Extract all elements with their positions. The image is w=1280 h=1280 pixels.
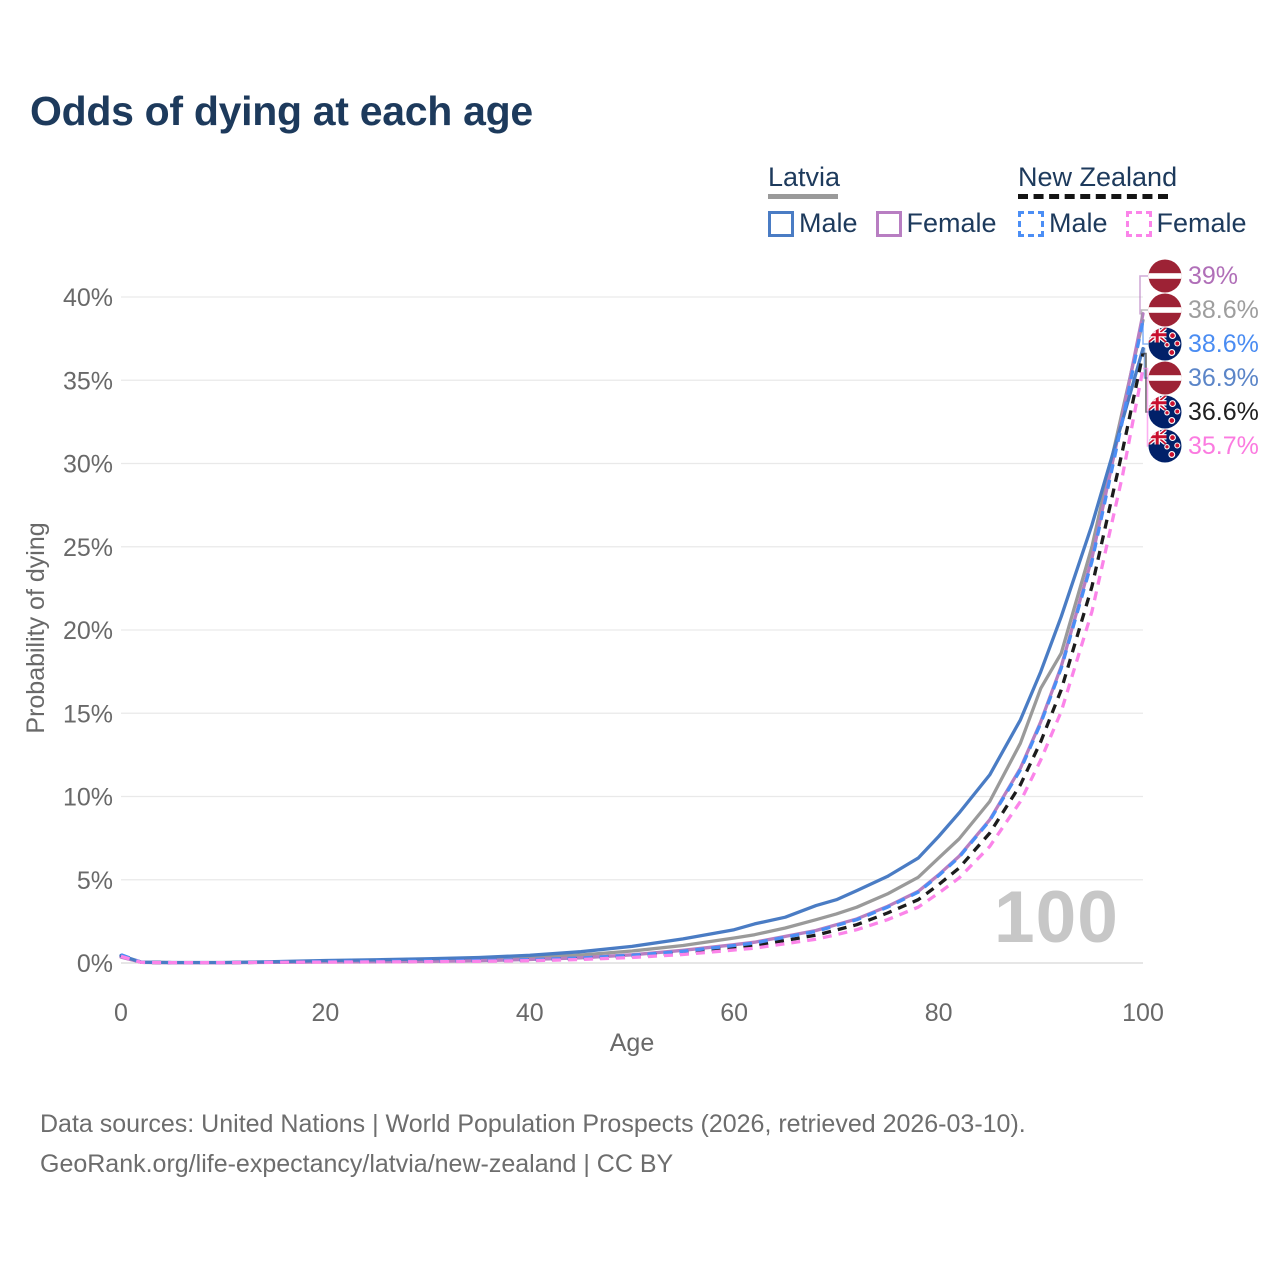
legend-group-latvia-name[interactable]: Latvia (768, 162, 841, 192)
x-tick-label: 100 (1122, 999, 1164, 1027)
x-axis-title: Age (610, 1029, 654, 1057)
new-zealand-flag-icon (1148, 327, 1182, 361)
y-tick-label: 25% (63, 534, 113, 562)
series-line-latvia-female[interactable] (119, 312, 1145, 965)
end-label-value: 36.9% (1188, 363, 1259, 392)
end-label-leader (1139, 275, 1148, 315)
legend-label-latvia-male: Male (799, 208, 858, 238)
x-tick-label: 0 (114, 999, 128, 1027)
x-tick-label: 20 (311, 999, 339, 1027)
new-zealand-flag-icon (1148, 429, 1182, 463)
legend-label-latvia-female: Female (906, 208, 997, 238)
legend-swatch-latvia-female[interactable] (875, 210, 902, 237)
latvia-flag-icon (1148, 293, 1182, 327)
series-line-latvia-male[interactable] (119, 346, 1145, 965)
legend-group-new-zealand: New Zealand Male Female (1018, 162, 1265, 239)
y-axis-title: Probability of dying (22, 522, 50, 733)
legend-group-latvia: Latvia Male Female (768, 162, 1015, 239)
end-label-row-nz-female: 35.7% (1148, 429, 1259, 463)
end-label-row-nz-both: 36.6% (1148, 395, 1259, 429)
y-tick-label: 35% (63, 367, 113, 395)
y-tick-label: 10% (63, 784, 113, 812)
legend-latvia-underline (768, 194, 838, 199)
series-line-nz-female[interactable] (120, 368, 1145, 965)
legend-swatch-nz-male[interactable] (1018, 210, 1044, 237)
end-label-leader (1143, 367, 1149, 447)
latvia-flag-icon (1148, 361, 1182, 395)
series-line-nz-male[interactable] (120, 319, 1145, 965)
legend-label-nz-male: Male (1049, 208, 1108, 238)
end-label-row-latvia-male: 36.9% (1148, 361, 1259, 395)
source-line-2: GeoRank.org/life-expectancy/latvia/new-z… (40, 1150, 674, 1178)
y-tick-label: 40% (63, 284, 113, 312)
legend-item-latvia-male[interactable]: Male (768, 208, 858, 239)
latvia-flag-icon (1148, 259, 1182, 293)
legend-swatch-nz-female[interactable] (1125, 210, 1152, 237)
end-label-value: 39% (1188, 261, 1239, 290)
legend-label-nz-female: Female (1156, 208, 1247, 238)
end-label-value: 35.7% (1188, 431, 1259, 460)
series-line-nz-both[interactable] (120, 353, 1145, 965)
age-watermark: 100 (994, 877, 1119, 958)
x-tick-label: 40 (516, 999, 544, 1027)
legend-item-nz-female[interactable]: Female (1125, 208, 1247, 239)
x-tick-label: 60 (720, 999, 748, 1027)
legend-item-latvia-female[interactable]: Female (875, 208, 997, 239)
end-label-value: 38.6% (1188, 295, 1259, 324)
new-zealand-flag-icon (1148, 395, 1182, 429)
end-label-row-latvia-female: 39% (1148, 259, 1238, 293)
end-label-value: 36.6% (1188, 397, 1259, 426)
legend-item-nz-male[interactable]: Male (1018, 208, 1108, 239)
page-title: Odds of dying at each age (30, 88, 533, 134)
legend-new-zealand-underline (1018, 194, 1168, 199)
end-label-row-nz-male: 38.6% (1148, 327, 1259, 361)
x-tick-label: 80 (925, 999, 953, 1027)
series-line-latvia-both[interactable] (119, 318, 1145, 965)
end-label-value: 38.6% (1188, 329, 1259, 358)
y-tick-label: 15% (63, 700, 113, 728)
end-label-row-latvia-both: 38.6% (1148, 293, 1259, 327)
y-tick-label: 30% (63, 451, 113, 479)
y-tick-label: 20% (63, 617, 113, 645)
legend-group-new-zealand-name[interactable]: New Zealand (1018, 162, 1178, 192)
source-line-1: Data sources: United Nations | World Pop… (40, 1110, 1026, 1138)
y-tick-label: 5% (77, 867, 113, 895)
legend-swatch-latvia-male[interactable] (768, 210, 794, 237)
end-label-leader (1142, 320, 1148, 345)
y-tick-label: 0% (77, 950, 113, 978)
